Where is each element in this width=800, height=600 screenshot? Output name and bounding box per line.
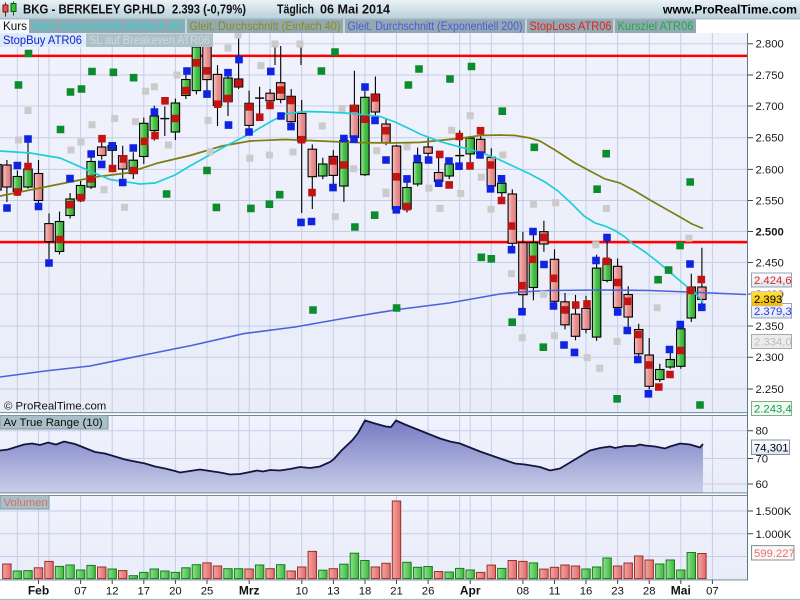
svg-text:© ProRealTime.com: © ProRealTime.com (4, 401, 106, 413)
svg-text:Kursziel ATR06: Kursziel ATR06 (618, 20, 694, 33)
svg-text:13: 13 (327, 586, 340, 598)
svg-text:80: 80 (756, 426, 769, 438)
svg-text:74,301: 74,301 (754, 442, 789, 454)
svg-text:10: 10 (296, 586, 309, 598)
svg-text:2.800: 2.800 (756, 39, 784, 51)
svg-text:1.000K: 1.000K (756, 529, 792, 541)
svg-text:06 Mai 2014: 06 Mai 2014 (320, 3, 390, 17)
svg-text:07: 07 (706, 586, 719, 598)
svg-text:26: 26 (422, 586, 435, 598)
svg-text:2.243,4: 2.243,4 (754, 404, 792, 416)
svg-text:Volumen: Volumen (4, 497, 48, 509)
svg-text:Kurs: Kurs (3, 20, 27, 33)
svg-text:25: 25 (201, 586, 214, 598)
svg-text:Apr: Apr (460, 584, 481, 598)
svg-text:16: 16 (580, 586, 593, 598)
svg-text:2.500: 2.500 (756, 227, 784, 239)
svg-text:2.334,0: 2.334,0 (754, 337, 792, 349)
svg-text:StopLoss ATR06: StopLoss ATR06 (530, 20, 612, 33)
svg-text:2.700: 2.700 (756, 101, 784, 113)
svg-text:SL auf Breakeven ATR06: SL auf Breakeven ATR06 (89, 33, 210, 47)
svg-text:2.250: 2.250 (756, 384, 784, 396)
svg-text:70: 70 (756, 454, 769, 466)
svg-text:Gleit. Durchschnitt (Exponenti: Gleit. Durchschnitt (Exponentiell 200) (348, 20, 523, 33)
svg-text:2.450: 2.450 (756, 258, 784, 270)
svg-text:2.550: 2.550 (756, 196, 784, 208)
svg-text:Gleit. Durchschnitt (Einfach 2: Gleit. Durchschnitt (Einfach 20) (32, 20, 184, 33)
svg-text:17: 17 (138, 586, 151, 598)
svg-text:08: 08 (517, 586, 530, 598)
svg-text:StopBuy ATR06: StopBuy ATR06 (3, 33, 82, 47)
svg-text:Mrz: Mrz (239, 584, 260, 598)
svg-text:Täglich: Täglich (277, 3, 314, 17)
svg-text:20: 20 (169, 586, 182, 598)
svg-text:2.300: 2.300 (756, 352, 784, 364)
svg-text:2.379,3: 2.379,3 (754, 306, 792, 318)
svg-text:28: 28 (643, 586, 656, 598)
svg-text:599.227: 599.227 (754, 548, 795, 560)
svg-text:2.393 (-0,79%): 2.393 (-0,79%) (172, 3, 246, 17)
svg-text:23: 23 (611, 586, 624, 598)
svg-text:2.393: 2.393 (754, 294, 782, 306)
svg-text:12: 12 (106, 586, 119, 598)
svg-text:2.424,6: 2.424,6 (754, 275, 792, 287)
svg-text:07: 07 (74, 586, 87, 598)
svg-text:BKG - BERKELEY GP.HLD: BKG - BERKELEY GP.HLD (23, 3, 165, 17)
svg-text:21: 21 (390, 586, 403, 598)
svg-text:www.ProRealTime.com: www.ProRealTime.com (662, 3, 797, 17)
svg-text:Av True Range (10): Av True Range (10) (4, 417, 103, 429)
svg-text:60: 60 (756, 479, 769, 491)
svg-text:Mai: Mai (671, 584, 691, 598)
svg-text:2.750: 2.750 (756, 70, 784, 82)
svg-text:2.650: 2.650 (756, 133, 784, 145)
svg-text:18: 18 (359, 586, 372, 598)
svg-text:1.500K: 1.500K (756, 506, 792, 518)
svg-text:11: 11 (549, 586, 561, 598)
svg-text:Feb: Feb (28, 584, 49, 598)
svg-text:2.600: 2.600 (756, 164, 784, 176)
svg-text:Gleit. Durchschnitt (Einfach 4: Gleit. Durchschnitt (Einfach 40) (190, 20, 341, 33)
svg-text:2.350: 2.350 (756, 321, 784, 333)
